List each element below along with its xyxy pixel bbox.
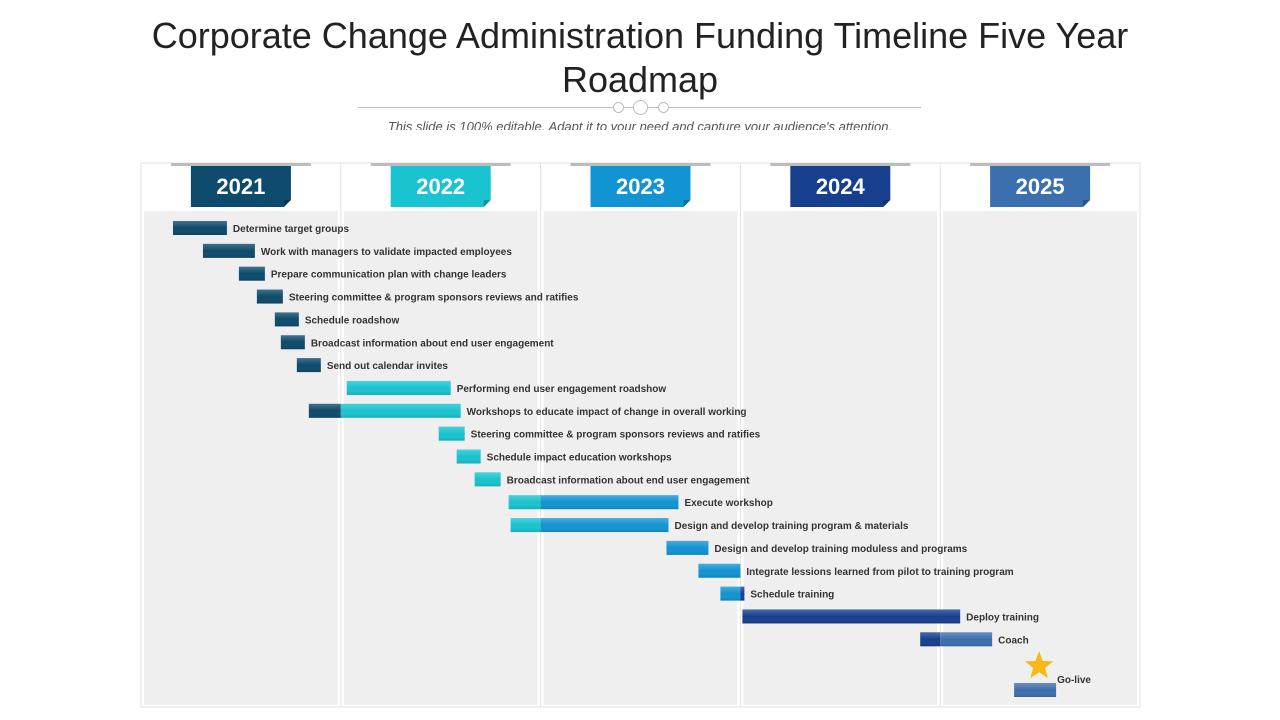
year-tab-fold-2021 (283, 200, 291, 207)
task-bar-sheen-5 (280, 335, 305, 350)
task-label-0: Determine target groups (233, 224, 350, 235)
year-tab-fold-2025 (1083, 200, 1091, 207)
divider-dot-left (613, 102, 624, 113)
task-bar-sheen-14 (666, 540, 709, 555)
divider-dot-center (633, 100, 648, 115)
year-label-2021: 2021 (216, 174, 265, 199)
divider-dot-right (658, 102, 669, 113)
year-ribbon-2021 (170, 163, 311, 166)
year-tab-fold-2024 (883, 200, 891, 207)
year-tab-2025 (990, 166, 1091, 207)
year-tab-2024 (790, 166, 891, 207)
task-bar-sheen-10 (456, 449, 481, 464)
task-bar-sheen-7 (346, 380, 451, 395)
year-ribbon-2022 (370, 163, 511, 166)
task-label-8: Workshops to educate impact of change in… (467, 407, 747, 418)
task-bar-sheen-6 (296, 358, 321, 373)
task-bar-sheen-4 (274, 312, 299, 327)
task-bar-sheen-8 (308, 403, 461, 418)
milestone-label: Go-live (1057, 675, 1091, 686)
year-column-2023 (543, 211, 738, 705)
milestone-star-icon (1024, 651, 1054, 679)
task-label-12: Execute workshop (684, 498, 772, 509)
year-label-2024: 2024 (816, 174, 866, 199)
task-label-9: Steering committee & program sponsors re… (471, 430, 761, 441)
year-column-2022 (343, 211, 538, 705)
task-bar-sheen-12 (508, 495, 679, 510)
task-label-3: Steering committee & program sponsors re… (289, 293, 579, 304)
year-tab-2022 (390, 166, 491, 207)
task-bar-sheen-9 (438, 426, 465, 441)
task-label-11: Broadcast information about end user eng… (507, 475, 750, 486)
task-label-18: Coach (998, 635, 1029, 646)
task-label-13: Design and develop training program & ma… (674, 521, 908, 532)
year-label-2023: 2023 (616, 174, 665, 199)
task-label-1: Work with managers to validate impacted … (261, 247, 512, 258)
year-ribbon-2025 (970, 163, 1111, 166)
task-bar-sheen-13 (510, 518, 669, 533)
slide-title: Corporate Change Administration Funding … (151, 15, 1129, 100)
task-label-17: Deploy training (966, 612, 1039, 623)
year-label-2025: 2025 (1016, 174, 1065, 199)
year-ribbon-2023 (570, 163, 711, 166)
task-bar-sheen-0 (172, 221, 227, 235)
task-bar-sheen-1 (202, 243, 255, 258)
task-label-10: Schedule impact education workshops (487, 453, 672, 464)
year-label-2022: 2022 (416, 174, 465, 199)
year-tab-fold-2022 (483, 200, 491, 207)
slide-subtitle: This slide is 100% editable. Adapt it to… (387, 119, 893, 130)
task-label-14: Design and develop training moduless and… (714, 544, 967, 555)
task-bar-sheen-16 (720, 586, 745, 601)
task-label-2: Prepare communication plan with change l… (271, 270, 507, 281)
task-bar-sheen-17 (742, 609, 961, 624)
task-bar-sheen-11 (474, 472, 501, 487)
task-bar-sheen-15 (698, 563, 741, 578)
milestone-bar-sheen (1014, 683, 1057, 697)
year-tab-2023 (590, 166, 691, 207)
task-label-16: Schedule training (750, 590, 834, 601)
year-ribbon-2024 (770, 163, 911, 166)
year-column-2024 (743, 211, 938, 705)
task-label-4: Schedule roadshow (305, 315, 400, 326)
task-bar-sheen-2 (238, 266, 265, 281)
year-tab-2021 (190, 166, 291, 207)
year-tab-fold-2023 (683, 200, 691, 207)
year-column-2025 (943, 211, 1137, 705)
task-label-5: Broadcast information about end user eng… (311, 338, 554, 349)
task-label-15: Integrate lessions learned from pilot to… (746, 567, 1013, 578)
year-column-2021 (144, 211, 338, 705)
task-bar-sheen-18 (920, 632, 993, 647)
task-label-6: Send out calendar invites (327, 361, 449, 372)
task-label-7: Performing end user engagement roadshow (457, 384, 667, 395)
task-bar-sheen-3 (256, 289, 283, 304)
